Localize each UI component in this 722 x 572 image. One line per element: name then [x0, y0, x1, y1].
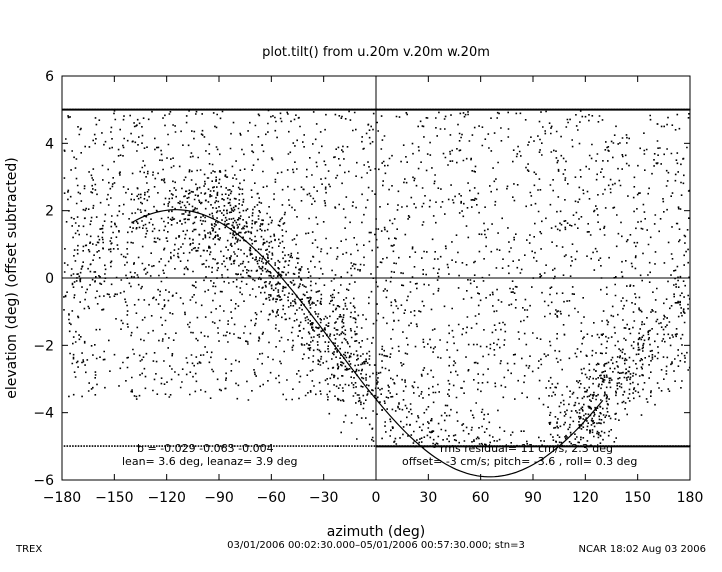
y-tick-label: 6: [45, 69, 54, 85]
stat-b-coefficients: b = -0.029 -0.063 -0.004: [137, 442, 274, 455]
stat-rms-residual: rms residual= 11 cm/s, 2.3 deg: [440, 442, 613, 455]
y-tick-label: −4: [33, 406, 54, 422]
fit-curve: [131, 209, 604, 478]
x-tick-label: 150: [624, 490, 651, 506]
y-axis-label: elevation (deg) (offset subtracted): [4, 157, 20, 399]
y-tick-label: 2: [45, 204, 54, 220]
chart-title: plot.tilt() from u.20m v.20m w.20m: [262, 45, 490, 60]
x-tick-label: −90: [204, 490, 234, 506]
scatter-points: [62, 108, 691, 448]
footer-left: TREX: [15, 544, 42, 555]
y-tick-label: 0: [45, 271, 54, 287]
footer-right: NCAR 18:02 Aug 03 2006: [579, 544, 707, 555]
x-tick-label: −120: [147, 490, 185, 506]
y-tick-label: −6: [33, 473, 54, 489]
stat-offset-pitch-roll: offset= -3 cm/s; pitch= -3.6 , roll= 0.3…: [402, 455, 637, 468]
axis-ticks: −180 −150 −120 −90 −60 −30 0 30 60 90 120 150 180−6−…: [33, 69, 703, 506]
x-tick-label: 90: [524, 490, 542, 506]
x-tick-label: 0: [372, 490, 381, 506]
x-tick-label: 60: [472, 490, 490, 506]
footer-center: 03/01/2006 00:02:30.000–05/01/2006 00:57…: [227, 540, 525, 551]
x-tick-label: −150: [95, 490, 133, 506]
x-tick-label: −180: [43, 490, 81, 506]
x-tick-label: −60: [257, 490, 287, 506]
fit-curve-group: [131, 209, 604, 478]
y-tick-label: 4: [45, 136, 54, 152]
stat-lean: lean= 3.6 deg, leanaz= 3.9 deg: [122, 455, 297, 468]
x-tick-label: 30: [419, 490, 437, 506]
x-axis-label: azimuth (deg): [327, 524, 425, 540]
y-tick-label: −2: [33, 338, 54, 354]
x-tick-label: 180: [677, 490, 704, 506]
data-points: [63, 109, 691, 448]
x-tick-label: −30: [309, 490, 339, 506]
reference-lines: [62, 76, 690, 480]
x-tick-label: 120: [572, 490, 599, 506]
